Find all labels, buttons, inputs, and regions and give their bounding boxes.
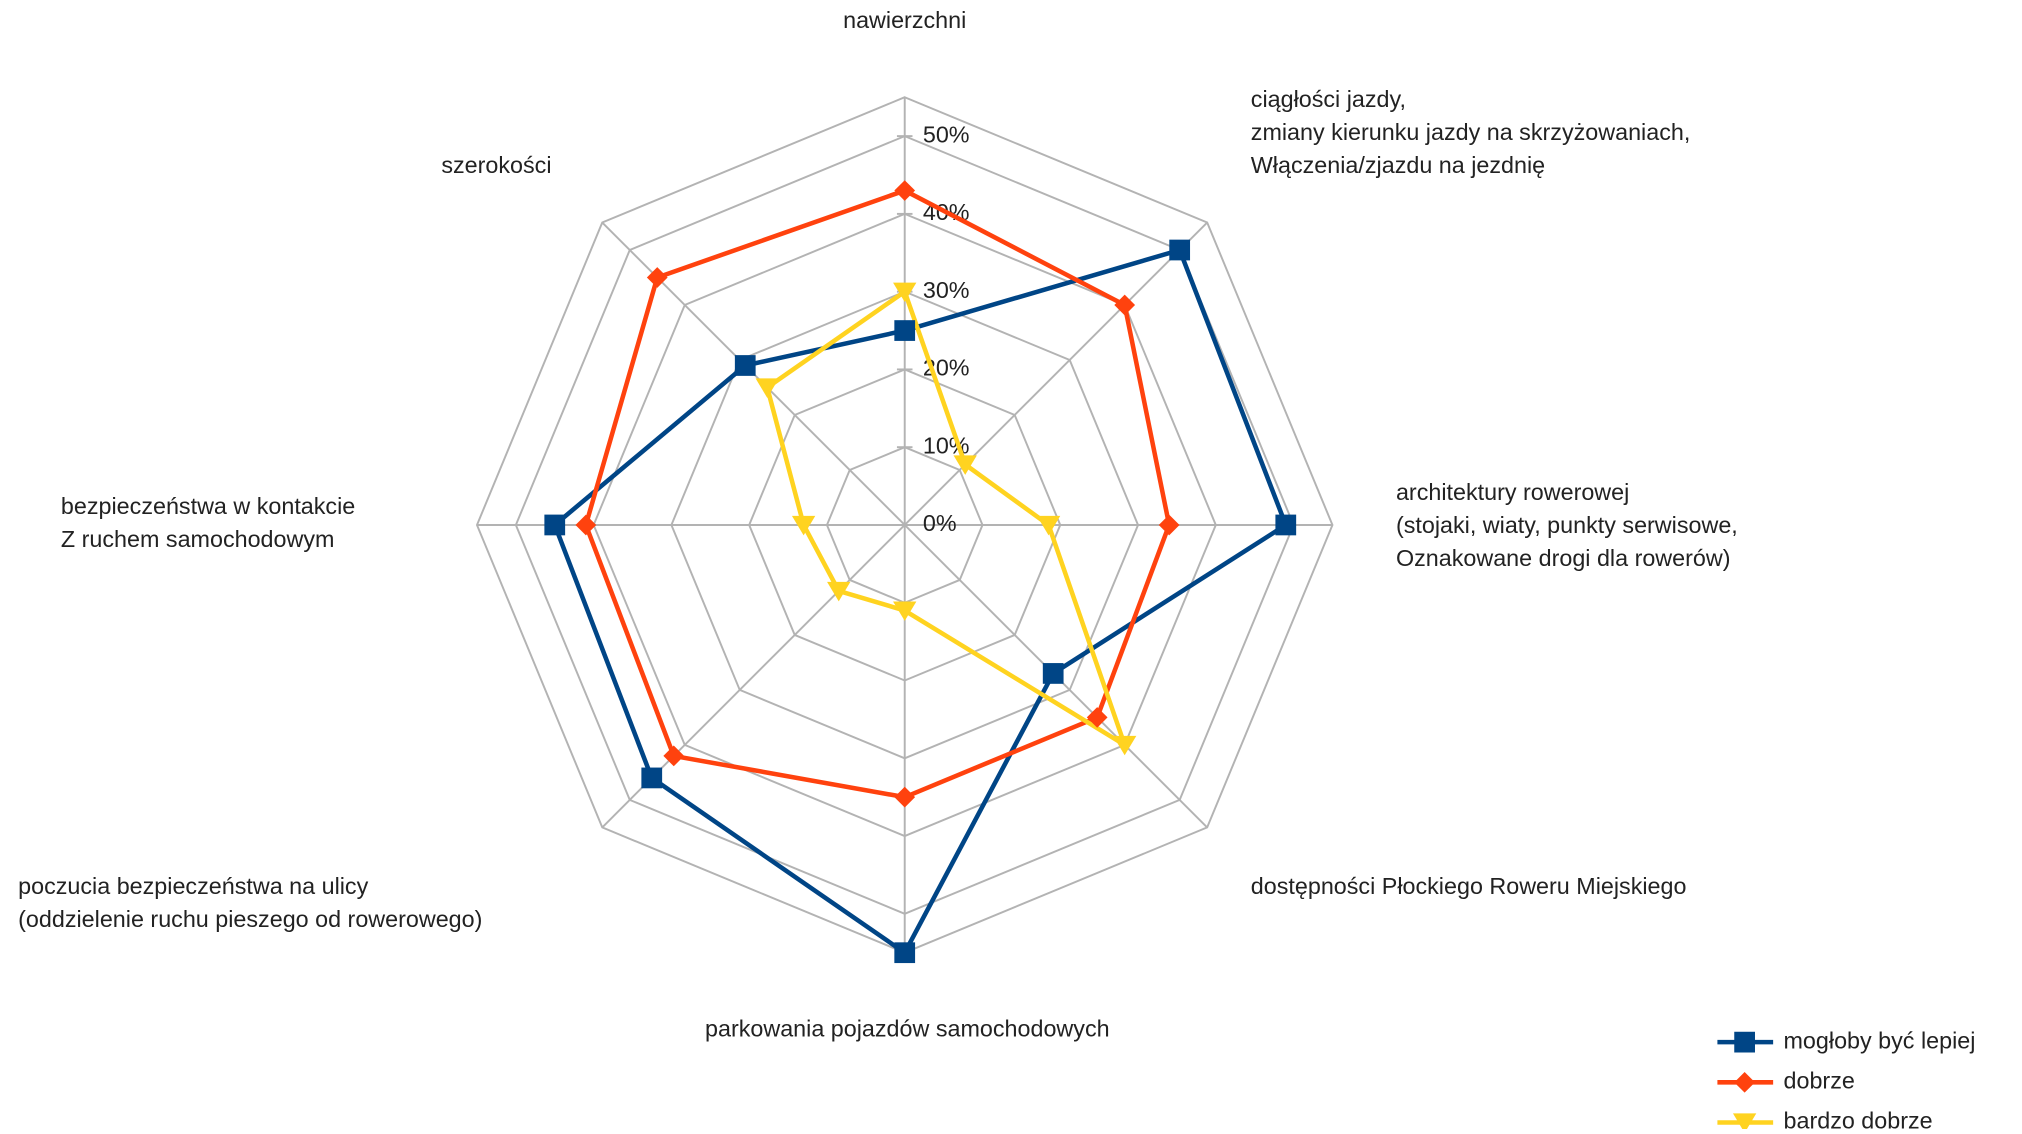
y-tick-label: 50% — [923, 121, 970, 147]
category-label-line: ciągłości jazdy, — [1251, 86, 1406, 112]
point — [791, 515, 816, 536]
point — [1113, 735, 1137, 756]
point — [641, 767, 663, 789]
point — [827, 581, 851, 602]
point — [1042, 663, 1064, 684]
category-label-line: (stojaki, wiaty, punkty serwisowe, — [1396, 512, 1738, 538]
y-tick-label: 30% — [923, 277, 970, 303]
category-label: poczucia bezpieczeństwa na ulicy (oddziel… — [18, 873, 482, 932]
point — [755, 378, 779, 398]
legend-label: dobrze — [1784, 1067, 1855, 1093]
point — [1158, 514, 1180, 536]
point — [1275, 514, 1297, 536]
category-label-line: szerokości — [441, 152, 551, 178]
point — [953, 455, 977, 475]
y-tick-label: 0% — [923, 510, 957, 536]
point — [544, 514, 566, 536]
point — [575, 514, 597, 536]
category-label-line: zmiany kierunku jazdy na skrzyżowaniach, — [1251, 119, 1691, 145]
category-label-line: dostępności Płockiego Roweru Miejskiego — [1251, 873, 1687, 899]
category-label-line: parkowania pojazdów samochodowych — [705, 1016, 1110, 1042]
legend-label: mogłoby być lepiej — [1784, 1027, 1976, 1053]
point — [1036, 515, 1061, 536]
point — [893, 282, 917, 303]
category-label: bezpieczeństwa w kontakcie Z ruchem samoc… — [61, 493, 355, 552]
point — [894, 180, 916, 201]
category-label: architektury rowerowej (stojaki, wiaty, p… — [1396, 479, 1738, 571]
category-label: ciągłości jazdy, zmiany kierunku jazdy na… — [1251, 86, 1691, 178]
category-label: nawierzchni — [843, 7, 966, 33]
category-label-line: (oddzielenie ruchu pieszego od roweroweg… — [18, 906, 482, 932]
point — [663, 745, 685, 767]
point — [894, 786, 916, 808]
category-label-line: nawierzchni — [843, 7, 966, 33]
point — [1732, 1113, 1757, 1133]
category-label-line: Z ruchem samochodowym — [61, 526, 335, 552]
point — [893, 601, 917, 621]
category-label-line: architektury rowerowej — [1396, 479, 1629, 505]
legend-label: bardzo dobrze — [1784, 1108, 1933, 1129]
point — [734, 355, 756, 376]
category-label-line: Włączenia/zjazdu na jezdnię — [1251, 152, 1545, 178]
category-label-line: poczucia bezpieczeństwa na ulicy — [18, 873, 368, 899]
category-label: dostępności Płockiego Roweru Miejskiego — [1251, 873, 1687, 899]
category-label-line: Oznakowane drogi dla rowerów) — [1396, 545, 1731, 571]
point — [1114, 294, 1136, 316]
point — [894, 320, 916, 341]
point — [1734, 1031, 1755, 1053]
category-label: parkowania pojazdów samochodowych — [705, 1016, 1110, 1042]
category-label-line: bezpieczeństwa w kontakcie — [61, 493, 355, 519]
point — [1734, 1071, 1755, 1093]
point — [646, 267, 668, 288]
point — [894, 942, 916, 964]
spoke — [904, 221, 1208, 526]
point — [1169, 239, 1191, 261]
category-label: szerokości — [441, 152, 551, 178]
series-line — [583, 188, 1172, 800]
